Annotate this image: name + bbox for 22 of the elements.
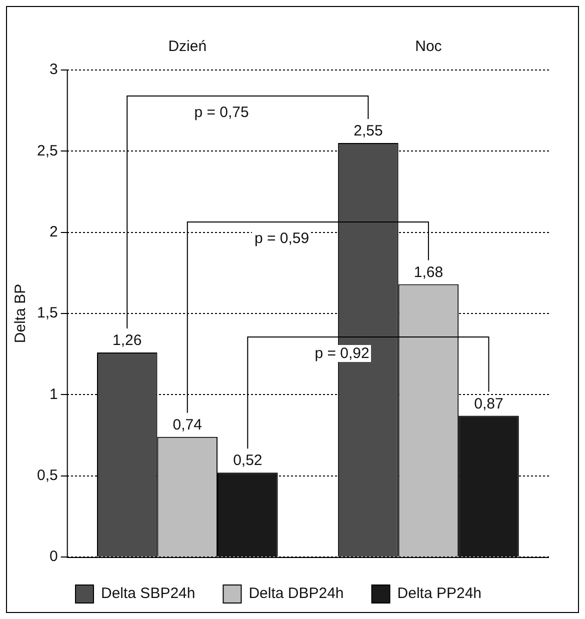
annotation: p = 0,92 <box>312 345 372 362</box>
annotation: p = 0,75 <box>192 104 251 121</box>
x-tick-label: Dzień <box>168 38 207 56</box>
y-tick-label: 0,5 <box>36 466 58 484</box>
y-tick-label: 2 <box>50 223 58 240</box>
y-tick-label: 0 <box>50 548 58 566</box>
data-label: 1,68 <box>414 264 444 281</box>
data-label: 0,52 <box>233 452 262 470</box>
legend-label: Delta DBP24h <box>248 585 344 602</box>
y-tick-label: 3 <box>50 61 58 78</box>
x-tick-label: Noc <box>415 38 442 56</box>
y-tick-label: 2,5 <box>36 142 58 160</box>
annotation: p = 0,59 <box>252 230 312 247</box>
y-axis-title: Delta BP <box>12 284 30 344</box>
data-label: 1,26 <box>112 332 142 350</box>
legend-label: Delta PP24h <box>397 585 482 602</box>
y-tick-label: 1 <box>50 386 58 403</box>
data-label: 2,55 <box>354 122 383 140</box>
data-label: 0,74 <box>172 416 202 434</box>
y-tick-label: 1,5 <box>36 304 58 322</box>
legend-label: Delta SBP24h <box>101 585 196 602</box>
data-label: 0,87 <box>474 395 504 412</box>
